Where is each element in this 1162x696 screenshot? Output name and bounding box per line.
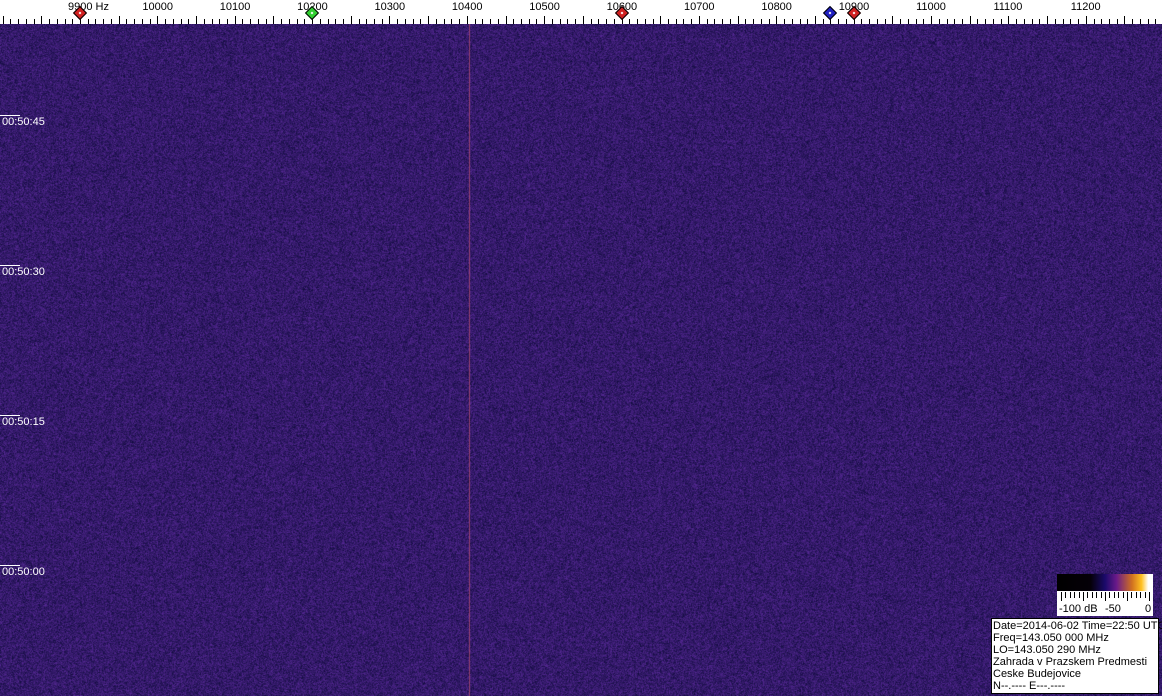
frequency-tick — [119, 16, 120, 24]
frequency-tick — [1124, 16, 1125, 24]
colorbar-tick — [1074, 592, 1075, 598]
frequency-tick — [273, 16, 274, 24]
colorbar-tick — [1061, 592, 1062, 601]
colorbar-label-min: -100 dB — [1059, 603, 1098, 615]
frequency-tick — [157, 16, 158, 24]
frequency-tick — [699, 16, 700, 24]
frequency-tick — [506, 16, 507, 24]
frequency-tick — [235, 16, 236, 24]
colorbar-tick — [1101, 592, 1102, 598]
frequency-tick — [738, 16, 739, 24]
frequency-tick-label: 10500 — [529, 1, 560, 13]
frequency-tick-label: 11200 — [1071, 1, 1101, 13]
frequency-tick — [1086, 16, 1087, 24]
frequency-tick — [1008, 16, 1009, 24]
colorbar-gradient — [1057, 574, 1153, 591]
info-date-time: Date=2014-06-02 Time=22:50 UTC — [993, 620, 1157, 632]
colorbar-tick — [1079, 592, 1080, 598]
colorbar-tick — [1114, 592, 1115, 598]
frequency-tick — [583, 16, 584, 24]
colorbar-tick — [1105, 592, 1106, 601]
colorbar-tick — [1145, 592, 1146, 598]
frequency-marker[interactable] — [823, 6, 837, 20]
colorbar-tick — [1096, 592, 1097, 598]
frequency-tick — [892, 16, 893, 24]
info-city: Ceske Budejovice — [993, 668, 1157, 680]
colorbar-tick — [1065, 592, 1066, 598]
frequency-tick — [931, 16, 932, 24]
frequency-tick — [660, 16, 661, 24]
colorbar-tick — [1118, 592, 1119, 598]
info-freq: Freq=143.050 000 MHz — [993, 632, 1157, 644]
frequency-tick-label: 11000 — [916, 1, 946, 13]
colorbar-tick — [1083, 592, 1084, 601]
frequency-tick — [776, 16, 777, 24]
frequency-tick — [1047, 16, 1048, 24]
frequency-tick — [428, 16, 429, 24]
time-tick-label: 00:50:00 — [2, 566, 45, 578]
info-coordinates: N--.---- E---.---- — [993, 680, 1157, 692]
time-tick-label: 00:50:30 — [2, 266, 45, 278]
frequency-tick-label: 10300 — [374, 1, 405, 13]
colorbar-label-max: 0 — [1145, 603, 1151, 615]
frequency-tick-label: 11100 — [993, 1, 1022, 13]
waterfall-display — [0, 24, 1162, 696]
colorbar-tick — [1136, 592, 1137, 598]
colorbar-tick — [1140, 592, 1141, 598]
colorbar-tick — [1087, 592, 1088, 598]
frequency-tick-label: 10000 — [142, 1, 173, 13]
time-tick-label: 00:50:15 — [2, 416, 45, 428]
colorbar-tick — [1149, 592, 1150, 601]
frequency-tick — [3, 16, 4, 24]
colorbar-tick — [1070, 592, 1071, 598]
colorbar-tick — [1092, 592, 1093, 598]
frequency-tick-label: 10800 — [761, 1, 792, 13]
frequency-tick-label: 10400 — [452, 1, 483, 13]
colorbar-tick — [1109, 592, 1110, 598]
colorbar-label-mid: -50 — [1105, 603, 1121, 615]
colorbar-tick — [1123, 592, 1124, 598]
time-tick-label: 00:50:45 — [2, 116, 45, 128]
frequency-tick-label: 10700 — [684, 1, 715, 13]
frequency-tick — [970, 16, 971, 24]
frequency-tick — [41, 16, 42, 24]
frequency-tick — [196, 16, 197, 24]
frequency-tick — [351, 16, 352, 24]
info-location: Zahrada v Prazskem Predmesti — [993, 656, 1157, 668]
info-box: Date=2014-06-02 Time=22:50 UTC Freq=143.… — [991, 618, 1159, 694]
colorbar-tick — [1127, 592, 1128, 601]
colorbar-tick — [1131, 592, 1132, 598]
frequency-scale: 9900 Hz100001010010200103001040010500106… — [0, 0, 1162, 24]
frequency-tick-label: 10100 — [220, 1, 251, 13]
info-lo: LO=143.050 290 MHz — [993, 644, 1157, 656]
colorbar: -100 dB -50 0 — [1057, 574, 1153, 616]
frequency-tick — [544, 16, 545, 24]
frequency-tick — [467, 16, 468, 24]
frequency-tick — [815, 16, 816, 24]
frequency-tick — [389, 16, 390, 24]
